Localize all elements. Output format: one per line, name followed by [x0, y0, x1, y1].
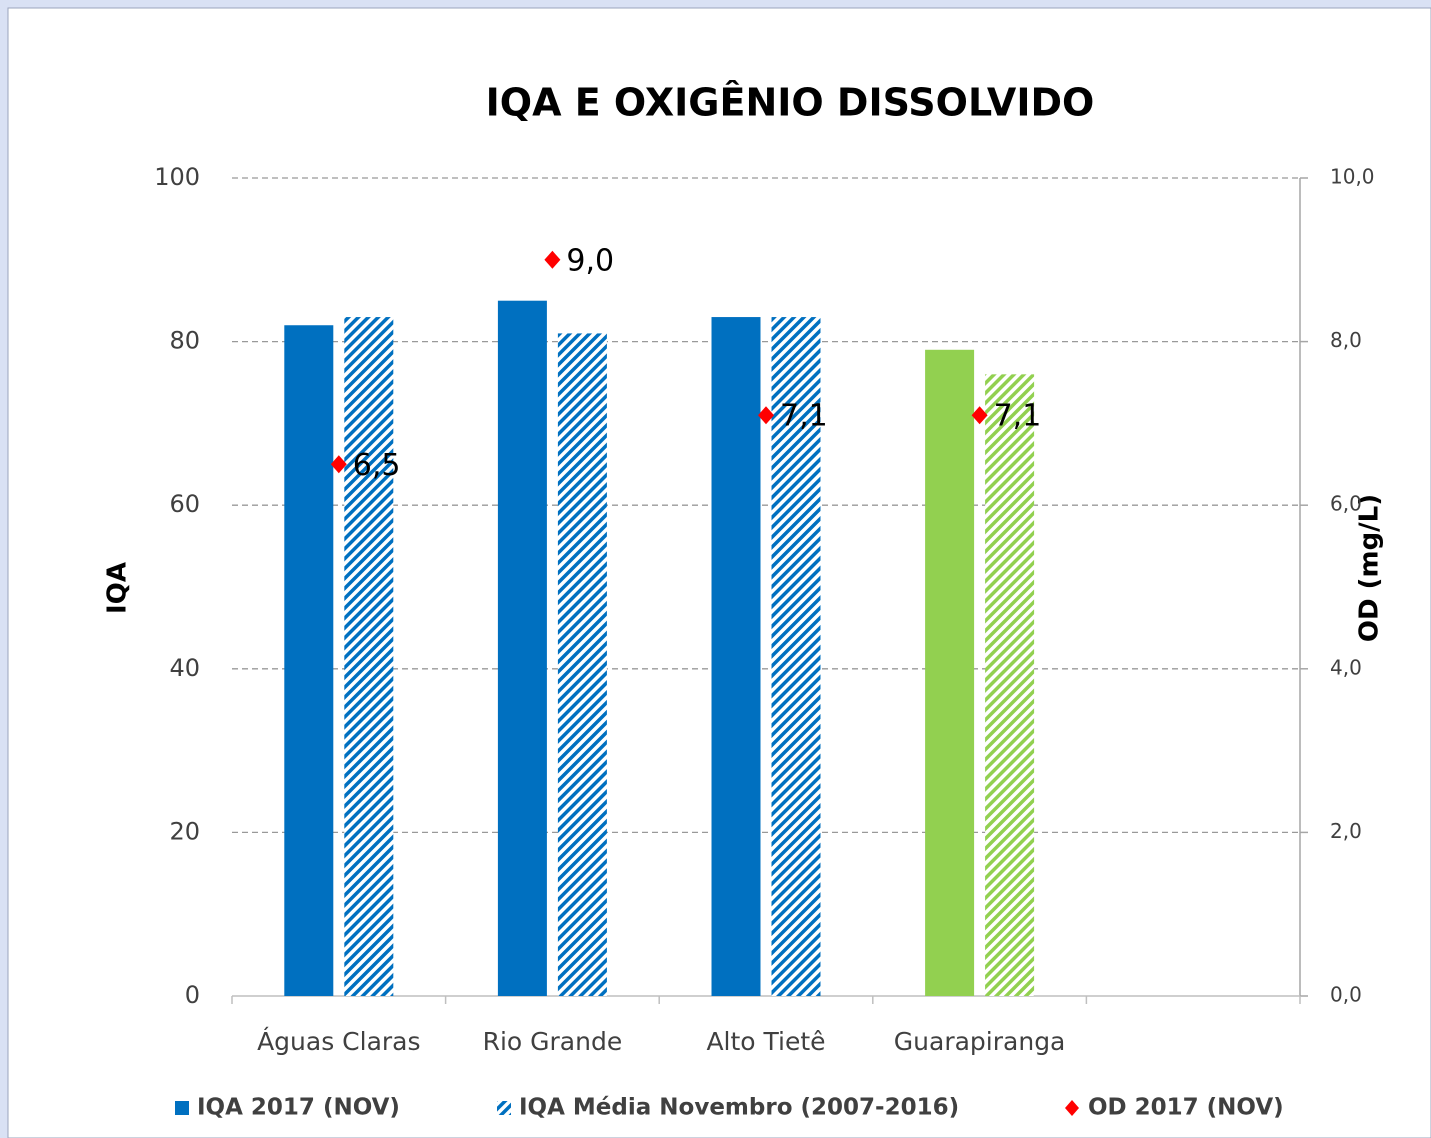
bar — [344, 317, 394, 996]
legend-swatch — [175, 1101, 189, 1115]
x-tick-label: Rio Grande — [483, 1027, 623, 1056]
y-tick-label: 40 — [169, 654, 200, 682]
y2-tick-label: 0,0 — [1330, 983, 1362, 1007]
od-marker — [971, 406, 988, 425]
od-marker — [330, 455, 347, 474]
bar — [557, 333, 607, 996]
data-label: 7,1 — [780, 399, 828, 434]
y2-tick-label: 2,0 — [1330, 819, 1362, 843]
bar — [497, 300, 547, 996]
od-marker — [758, 406, 774, 425]
legend-label: OD 2017 (NOV) — [1088, 1095, 1284, 1121]
bar — [985, 374, 1035, 996]
x-tick-label: Guarapiranga — [894, 1027, 1066, 1056]
y-tick-label: 100 — [154, 163, 200, 191]
y2-tick-label: 8,0 — [1330, 328, 1362, 352]
y2-tick-label: 10,0 — [1330, 165, 1375, 189]
y2-axis-label: OD (mg/L) — [1355, 494, 1385, 642]
bar — [771, 317, 821, 996]
y-axis-label: IQA — [103, 562, 133, 614]
data-label: 6,5 — [353, 448, 401, 483]
y2-tick-label: 6,0 — [1330, 492, 1362, 516]
od-marker — [544, 250, 561, 269]
chart-title: IQA E OXIGÊNIO DISSOLVIDO — [486, 81, 1095, 125]
data-label: 7,1 — [994, 399, 1042, 434]
bar — [284, 325, 334, 996]
legend-label: IQA 2017 (NOV) — [197, 1095, 400, 1121]
bar — [925, 349, 975, 996]
x-tick-label: Alto Tietê — [706, 1027, 825, 1056]
data-label: 9,0 — [566, 243, 614, 278]
y-tick-label: 0 — [185, 981, 200, 1009]
y2-tick-label: 4,0 — [1330, 655, 1362, 679]
y-tick-label: 60 — [169, 490, 200, 518]
legend-swatch — [497, 1101, 511, 1115]
y-tick-label: 20 — [169, 817, 200, 845]
legend-swatch — [1065, 1100, 1079, 1116]
bar — [711, 317, 761, 996]
y-tick-label: 80 — [169, 327, 200, 355]
x-tick-label: Águas Claras — [257, 1027, 420, 1056]
legend-label: IQA Média Novembro (2007-2016) — [519, 1095, 959, 1121]
